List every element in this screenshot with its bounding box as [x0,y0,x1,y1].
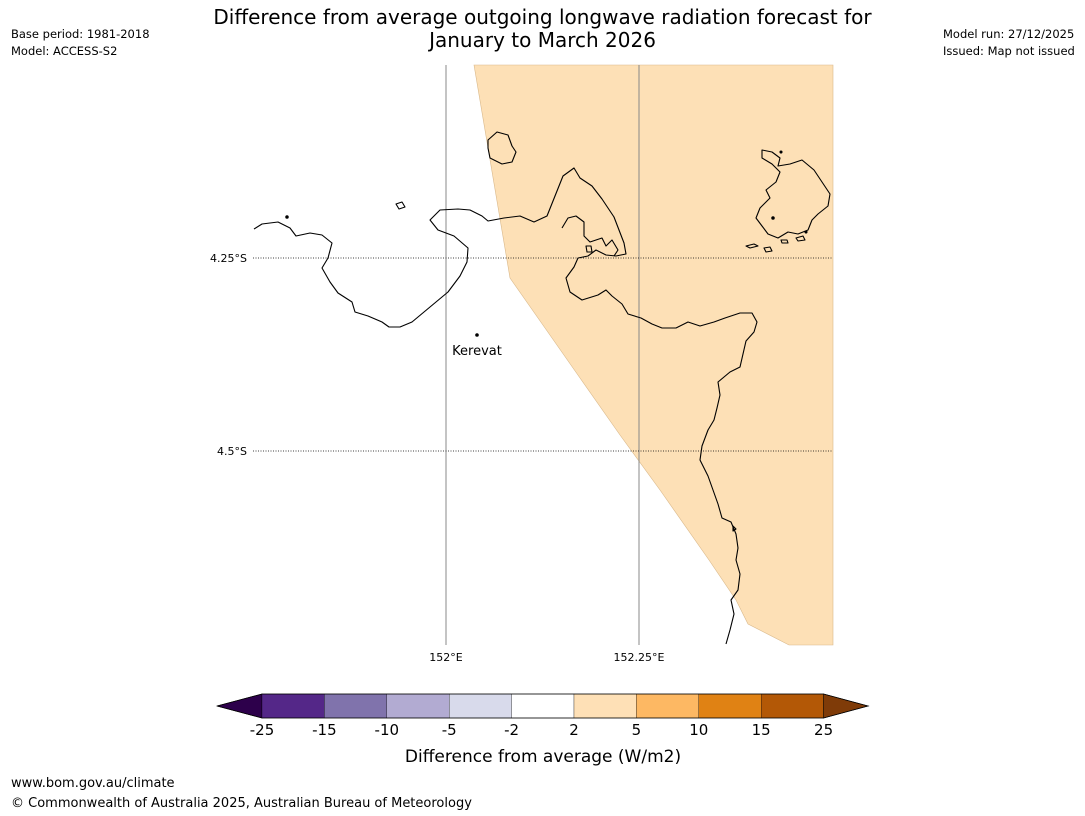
islet-11 [804,230,808,234]
colorbar-seg-7 [698,693,762,719]
colorbar-tick-1: -15 [312,721,337,739]
colorbar-tick-0: -25 [250,721,275,739]
islet-7 [732,525,737,532]
model-run: Model run: 27/12/2025 [943,27,1075,41]
meta-left: Base period: 1981-2018 Model: ACCESS-S2 [11,26,150,60]
colorbar-seg-5 [573,693,637,719]
coastline-gazelle-peninsula [253,167,758,645]
colorbar-extend-high [823,693,870,719]
island-duke-of-york [755,149,831,239]
coastlines [253,131,831,645]
footer-copyright: © Commonwealth of Australia 2025, Austra… [11,796,472,811]
islet-6 [795,235,806,242]
islet-10 [771,216,775,220]
islet-3 [745,243,759,249]
base-period: Base period: 1981-2018 [11,27,150,41]
issued-status: Issued: Map not issued [943,44,1075,58]
colorbar-seg-2 [386,693,450,719]
colorbar-seg-8 [761,693,824,719]
colorbar-tick-4: -2 [504,721,519,739]
islet-9 [779,150,783,154]
colorbar: -25 -15 -10 -5 -2 2 5 10 15 25 Differenc… [215,693,870,767]
title-line-1: Difference from average outgoing longwav… [213,5,872,29]
colorbar-tick-8: 15 [752,721,771,739]
colorbar-extend-low [215,693,263,719]
colorbar-tick-5: 2 [569,721,579,739]
colorbar-tick-6: 5 [632,721,642,739]
colorbar-seg-4 [511,693,575,719]
lon-label-152-25: 152.25°E [614,651,665,664]
islet-4 [763,246,773,253]
colorbar-tick-9: 25 [814,721,833,739]
colorbar-tick-2: -10 [375,721,400,739]
islet-8 [285,215,289,219]
lon-label-152: 152°E [429,651,462,664]
forecast-region [473,64,834,646]
footer-url: www.bom.gov.au/climate [11,776,175,791]
islet-1 [395,201,406,210]
kerevat-label: Kerevat [452,344,502,359]
colorbar-seg-6 [636,693,699,719]
colorbar-tick-3: -5 [442,721,457,739]
title-line-2: January to March 2026 [429,28,656,52]
map-title: Difference from average outgoing longwav… [0,6,1085,52]
colorbar-outline [216,693,870,719]
island-north [487,131,517,165]
colorbar-label: Difference from average (W/m2) [405,747,681,767]
coastline-inland-bay [561,215,619,257]
islet-2 [585,245,593,253]
islet-5 [780,239,789,244]
meta-right: Model run: 27/12/2025 Issued: Map not is… [943,26,1075,60]
colorbar-seg-0 [261,693,325,719]
model-name: Model: ACCESS-S2 [11,44,118,58]
lat-label-4-5: 4.5°S [217,445,247,458]
kerevat-marker [475,333,479,337]
colorbar-seg-3 [449,693,512,719]
colorbar-tick-7: 10 [689,721,708,739]
lat-label-4-25: 4.25°S [210,252,247,265]
colorbar-seg-1 [324,693,387,719]
